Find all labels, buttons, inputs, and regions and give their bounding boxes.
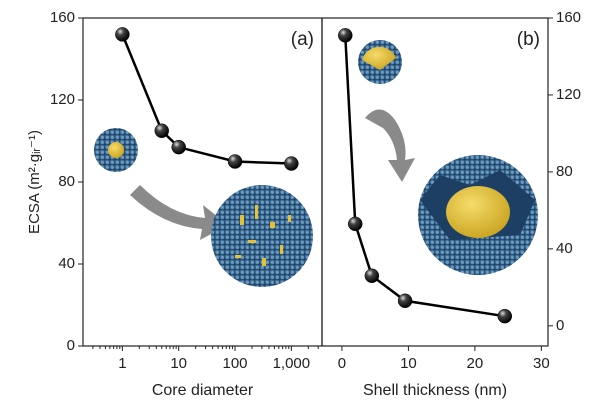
data-point: [364, 268, 380, 284]
y-tick-label: 40: [556, 240, 573, 257]
y-tick-label: 120: [50, 91, 75, 108]
x-axis-label: Core diameter: [152, 382, 254, 399]
x-tick-label: 30: [533, 355, 550, 372]
y-tick-label: 80: [556, 163, 573, 180]
x-tick-label: 10: [400, 355, 417, 372]
core-shell-small: [358, 40, 402, 84]
x-tick-label: 0: [338, 355, 346, 372]
y-tick-label: 0: [556, 317, 564, 334]
y-axis-label: ECSA (m²·gᵢᵣ⁻¹): [26, 130, 43, 234]
y-tick-label: 0: [67, 337, 75, 354]
x-tick-label: 10: [170, 355, 187, 372]
panel-label: (a): [291, 29, 314, 50]
data-point: [338, 28, 353, 43]
x-tick-label: 20: [467, 355, 484, 372]
data-point: [115, 27, 130, 42]
plot-frame: [321, 17, 549, 347]
data-point: [347, 216, 363, 232]
data-point: [154, 123, 169, 138]
y-tick-label: 160: [50, 9, 75, 26]
data-point: [171, 139, 186, 155]
data-point: [397, 293, 413, 309]
x-axis-label: Shell thickness (nm): [363, 382, 507, 399]
data-point: [497, 308, 513, 324]
arrow: [365, 109, 415, 182]
data-line: [121, 33, 292, 165]
x-tick-label: 100: [223, 355, 248, 372]
y-tick-label: 40: [58, 255, 75, 272]
y-tick-label: 160: [556, 9, 581, 26]
plot-frame: [82, 17, 323, 347]
y-tick-label: 80: [58, 173, 75, 190]
panel-label: (b): [517, 29, 540, 50]
particle-illustration: [211, 185, 313, 287]
y-tick-label: 120: [556, 86, 581, 103]
arrow: [130, 185, 228, 240]
data-point: [227, 154, 243, 169]
cluster-illustration: [94, 128, 138, 172]
x-tick-label: 1: [118, 355, 126, 372]
x-tick-label: 1,000: [273, 355, 311, 372]
core-shell-large: [418, 155, 538, 275]
data-point: [284, 156, 299, 171]
